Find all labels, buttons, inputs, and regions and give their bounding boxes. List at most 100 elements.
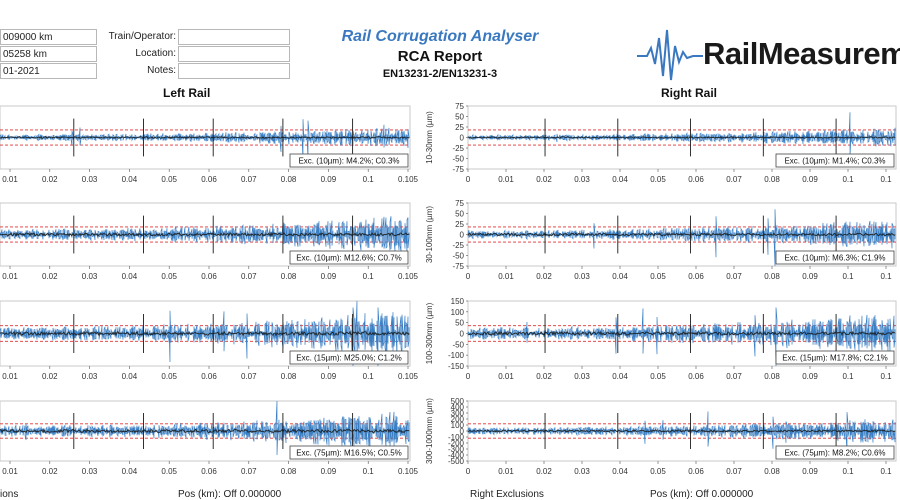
- mean-trace: [0, 231, 410, 238]
- excursion-box: [289, 445, 409, 460]
- x-tick-label: 0.08: [764, 467, 780, 476]
- y-tick-label: -25: [452, 144, 464, 153]
- x-tick-label: 0.02: [42, 372, 58, 381]
- x-tick-label: 0.08: [281, 272, 297, 281]
- y-axis-label: 10-30mm (µm): [425, 111, 434, 164]
- x-tick-label: 0.02: [536, 175, 552, 184]
- x-tick-label: 0.08: [764, 372, 780, 381]
- y-tick-label: -25: [452, 241, 464, 250]
- x-tick-label: 0.09: [321, 272, 337, 281]
- x-tick-label: 0.03: [574, 372, 590, 381]
- y-tick-label: -500: [448, 457, 465, 466]
- x-tick-label: 0.1: [363, 272, 375, 281]
- signal-trace: [0, 400, 410, 456]
- y-tick-label: 0: [460, 134, 465, 143]
- right-rail-plot-30-100mm[interactable]: 75 50 25 0 -25 -50 -75 30-100mm (µm) Exc. (10µm)…: [420, 199, 900, 294]
- y-tick-label: 50: [455, 113, 464, 122]
- x-tick-label: 0.1: [363, 372, 375, 381]
- left-rail-plot-100-300mm[interactable]: Exc. (15µm): M25.0%; C1.2% 0.01 0.02 0.03 0.…: [0, 297, 418, 394]
- train-operator-field[interactable]: [178, 29, 290, 45]
- x-tick-label: 0.06: [688, 372, 704, 381]
- x-tick-label: 0.06: [201, 175, 217, 184]
- x-tick-label: 0.04: [122, 372, 138, 381]
- x-tick-label: 0.1: [363, 467, 375, 476]
- start-pos-field[interactable]: 009000 km: [0, 29, 97, 45]
- x-tick-label: 0.1: [842, 175, 854, 184]
- x-tick-label: 0.1: [363, 175, 375, 184]
- y-tick-label: 100: [451, 308, 465, 317]
- y-tick-label: 200: [451, 415, 465, 424]
- x-tick-label: 0.01: [498, 467, 514, 476]
- right-pos-label: Pos (km): Off 0.000000: [650, 489, 754, 500]
- y-tick-label: -400: [448, 451, 465, 460]
- x-tick-label: 0.06: [688, 467, 704, 476]
- location-field[interactable]: [178, 46, 290, 62]
- x-tick-label: 0.01: [498, 372, 514, 381]
- plot-svg: Exc. (75µm): M16.5%; C0.5% 0.01 0.02 0.03 0.…: [0, 400, 418, 476]
- end-pos-field[interactable]: 05258 km: [0, 46, 97, 62]
- plot-svg: 5004003002001000-100-200-300-400-500300-…: [425, 397, 897, 476]
- x-tick-label: 0.09: [802, 372, 818, 381]
- excursion-box: [775, 445, 895, 460]
- x-tick-label: 0.04: [122, 272, 138, 281]
- plot-svg: Exc. (10µm): M4.2%; C0.3% 0.01 0.02 0.03 0.0…: [0, 105, 418, 184]
- y-tick-label: 0: [460, 330, 465, 339]
- x-tick-label: 0.08: [764, 175, 780, 184]
- excursion-box: [289, 153, 409, 168]
- right-rail-plot-10-30mm[interactable]: 75 50 25 0 -25 -50 -75 10-30mm (µm) Exc. (10µm):…: [420, 102, 900, 197]
- x-tick-label: 0.1: [842, 372, 854, 381]
- x-tick-label: 0.08: [281, 467, 297, 476]
- x-tick-label: 0.09: [802, 272, 818, 281]
- x-tick-label: 0.04: [612, 467, 628, 476]
- x-tick-label: 0.05: [650, 272, 666, 281]
- x-tick-label: 0.02: [536, 372, 552, 381]
- x-tick-label: 0.08: [281, 372, 297, 381]
- mean-trace: [0, 135, 410, 140]
- left-rail-plot-300-1000mm[interactable]: Exc. (75µm): M16.5%; C0.5% 0.01 0.02 0.03 0.…: [0, 397, 418, 489]
- left-pos-label: Pos (km): Off 0.000000: [178, 489, 282, 500]
- y-tick-label: -200: [448, 439, 465, 448]
- y-tick-label: -100: [448, 433, 465, 442]
- x-tick-label: 0.07: [241, 175, 257, 184]
- x-tick-label: 0.05: [161, 467, 177, 476]
- excursion-label: Exc. (10µm): M1.4%; C0.3%: [784, 157, 885, 166]
- x-tick-label: 0: [466, 467, 471, 476]
- y-tick-label: -300: [448, 445, 465, 454]
- x-tick-label: 0.06: [688, 175, 704, 184]
- x-tick-label: 0.03: [82, 467, 98, 476]
- x-tick-label: 0.01: [498, 272, 514, 281]
- date-field[interactable]: 01-2021: [0, 63, 97, 79]
- y-tick-label: 50: [455, 210, 464, 219]
- right-rail-plot-100-300mm[interactable]: 150 100 50 0 -50 -100 -150 100-300mm (µm) Exc. (…: [420, 297, 900, 394]
- signal-trace: [467, 112, 896, 158]
- x-tick-label: 0.07: [241, 467, 257, 476]
- x-tick-label: 0.05: [650, 372, 666, 381]
- y-tick-label: 0: [460, 427, 465, 436]
- excursion-box: [775, 153, 895, 168]
- y-tick-label: 500: [451, 397, 465, 406]
- x-tick-label: 0.03: [82, 175, 98, 184]
- train-operator-label: Train/Operator:: [108, 31, 176, 42]
- x-tick-label: 0.03: [82, 272, 98, 281]
- excursion-box: [775, 250, 895, 265]
- x-tick-label: 0.03: [82, 372, 98, 381]
- report-standard: EN13231-2/EN13231-3: [382, 68, 498, 80]
- excursion-label: Exc. (15µm): M25.0%; C1.2%: [296, 354, 402, 363]
- x-tick-label: 0.07: [726, 467, 742, 476]
- left-exclusions-label: ions: [0, 489, 19, 500]
- left-rail-plot-30-100mm[interactable]: Exc. (10µm): M12.6%; C0.7% 0.01 0.02 0.03 0.…: [0, 199, 418, 294]
- x-tick-label: 0.04: [612, 272, 628, 281]
- notes-field[interactable]: [178, 63, 290, 79]
- left-rail-plot-10-30mm[interactable]: Exc. (10µm): M4.2%; C0.3% 0.01 0.02 0.03 0.0…: [0, 102, 418, 197]
- mean-trace: [467, 136, 896, 139]
- waveform-logo-icon: [637, 29, 703, 81]
- x-tick-label: 0.01: [498, 175, 514, 184]
- x-tick-label: 0.05: [161, 372, 177, 381]
- right-exclusions-label: Right Exclusions: [470, 489, 544, 500]
- x-tick-label: 0.1: [880, 272, 892, 281]
- x-tick-label: 0.03: [574, 467, 590, 476]
- right-rail-plot-300-1000mm[interactable]: 500 400 300 200 100 0 -100 -200 -300 -400 -500 300-…: [420, 397, 900, 489]
- x-tick-label: 0.07: [241, 372, 257, 381]
- x-tick-label: 0: [466, 372, 471, 381]
